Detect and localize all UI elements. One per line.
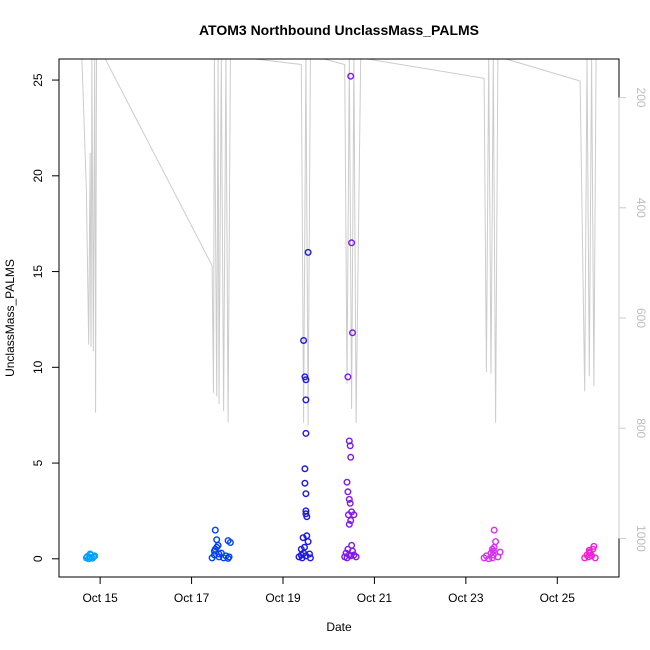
data-point <box>211 526 219 534</box>
y-tick-label: 25 <box>31 73 45 87</box>
x-tick-label: Oct 17 <box>174 591 210 605</box>
data-point <box>352 553 360 561</box>
x-tick-label: Oct 23 <box>448 591 484 605</box>
y2-tick-label: 600 <box>634 308 648 328</box>
data-point <box>301 465 309 473</box>
data-point <box>343 478 351 486</box>
data-point <box>488 554 496 562</box>
data-point <box>347 453 355 461</box>
data-point <box>346 499 354 507</box>
data-point <box>489 547 497 555</box>
data-point <box>347 517 355 525</box>
series-oct-23 <box>480 526 504 563</box>
data-point <box>350 511 358 519</box>
x-tick-label: Oct 15 <box>82 591 118 605</box>
data-point <box>492 538 500 546</box>
data-point <box>302 429 310 437</box>
data-point <box>299 534 307 542</box>
data-point <box>303 513 311 521</box>
y-tick-label: 5 <box>31 459 45 466</box>
data-point <box>225 553 233 561</box>
y2-axis: 200 400 600 800 1000 <box>618 88 648 552</box>
data-point <box>306 554 314 562</box>
data-point <box>490 526 498 534</box>
data-point <box>302 376 310 384</box>
plot-frame <box>58 58 620 578</box>
data-point <box>345 520 353 528</box>
data-point <box>348 239 356 247</box>
data-point <box>349 547 357 555</box>
x-tick-label: Oct 19 <box>265 591 301 605</box>
data-point <box>302 490 310 498</box>
y2-tick-label: 200 <box>634 88 648 108</box>
data-point <box>345 495 353 503</box>
y-tick-label: 0 <box>31 555 45 562</box>
altitude-line <box>81 59 597 426</box>
data-point <box>590 542 598 550</box>
data-point <box>485 555 493 563</box>
data-point <box>215 550 223 558</box>
x-tick-label: Oct 25 <box>540 591 576 605</box>
altitude-layer <box>81 59 597 426</box>
data-point <box>490 543 498 551</box>
x-tick-label: Oct 21 <box>357 591 393 605</box>
data-point <box>496 548 504 556</box>
data-point <box>349 329 357 337</box>
data-point <box>297 545 305 553</box>
y-axis: 0 5 10 15 20 25 <box>31 73 60 562</box>
y-axis-label: UnclassMass_PALMS <box>3 259 17 377</box>
data-point <box>591 554 599 562</box>
data-point <box>302 396 310 404</box>
data-point <box>213 536 221 544</box>
y2-tick-label: 400 <box>634 198 648 218</box>
data-point <box>300 337 308 345</box>
data-point <box>344 373 352 381</box>
data-point <box>86 550 94 558</box>
data-point <box>301 479 309 487</box>
y-tick-label: 20 <box>31 169 45 183</box>
series-oct-25 <box>581 542 599 562</box>
x-axis-label: Date <box>326 620 352 634</box>
x-axis: Oct 15 Oct 17 Oct 19 Oct 21 Oct 23 Oct 25 <box>82 576 576 605</box>
series-oct-14 <box>82 550 99 563</box>
data-point <box>347 72 355 80</box>
data-point <box>344 488 352 496</box>
y-tick-label: 15 <box>31 265 45 279</box>
chart-title: ATOM3 Northbound UnclassMass_PALMS <box>199 22 479 38</box>
data-point <box>306 550 314 558</box>
y2-tick-label: 800 <box>634 418 648 438</box>
data-point <box>304 538 312 546</box>
y-tick-label: 10 <box>31 360 45 374</box>
data-point <box>304 248 312 256</box>
data-point <box>348 541 356 549</box>
y2-tick-label: 1000 <box>634 525 648 552</box>
data-point <box>226 539 234 547</box>
series-oct-20 <box>341 72 360 562</box>
points-layer <box>82 72 599 563</box>
data-point <box>585 548 593 556</box>
series-oct-19 <box>295 248 314 562</box>
data-point <box>346 442 354 450</box>
series-oct-17 <box>208 526 234 562</box>
